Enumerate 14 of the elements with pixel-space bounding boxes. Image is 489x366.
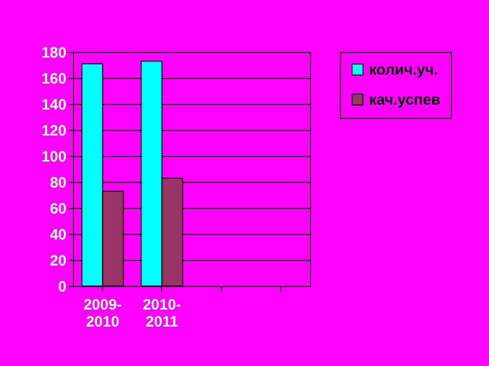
y-tick-label: 120 xyxy=(41,122,66,140)
legend-label: кач.успев xyxy=(369,92,440,108)
y-tick-label: 60 xyxy=(50,200,66,218)
y-tick-label: 0 xyxy=(58,278,66,296)
y-tick-label: 160 xyxy=(41,70,66,88)
legend-label: колич.уч. xyxy=(369,62,438,78)
y-tick-label: 80 xyxy=(50,174,66,192)
y-tick-label: 140 xyxy=(41,96,66,114)
y-tick-label: 40 xyxy=(50,226,66,244)
x-tick-label: 2009-2010 xyxy=(83,296,122,330)
x-tick-label: 2010-2011 xyxy=(142,296,182,330)
y-tick-label: 100 xyxy=(41,148,66,166)
y-tick-label: 20 xyxy=(50,252,66,270)
y-tick-label: 180 xyxy=(41,44,66,62)
